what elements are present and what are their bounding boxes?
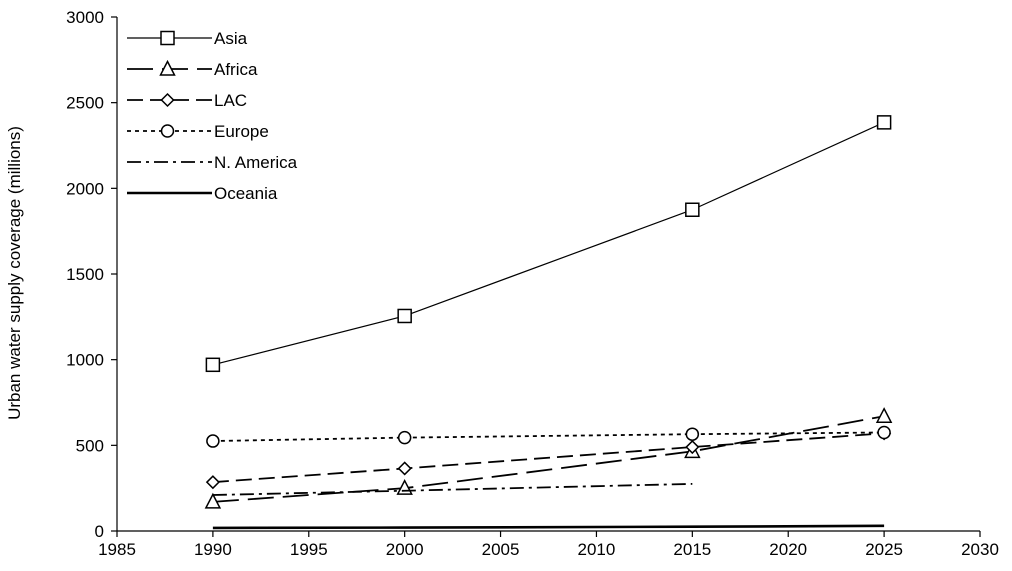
series-lac: [205, 426, 892, 490]
x-tick-label: 2010: [578, 540, 616, 559]
data-point-africa: [875, 407, 893, 423]
data-point-europe: [877, 425, 891, 440]
series-africa: [204, 407, 893, 509]
x-tick-label: 2030: [961, 540, 999, 559]
y-tick-label: 3000: [66, 8, 104, 27]
legend-item-lac: LAC: [127, 91, 247, 110]
x-tick-label: 2020: [769, 540, 807, 559]
x-tick-label: 2025: [865, 540, 903, 559]
series-oceania: [212, 524, 885, 530]
legend-label: Africa: [214, 60, 258, 79]
legend-label: N. America: [214, 153, 298, 172]
legend-item-n-america: N. America: [127, 153, 298, 172]
legend-marker: [160, 92, 175, 108]
legend-label: Oceania: [214, 184, 278, 203]
series-line-europe: [212, 431, 885, 442]
data-point-europe: [206, 434, 220, 448]
y-tick-label: 0: [95, 522, 104, 541]
data-point-asia: [876, 115, 892, 130]
x-tick-label: 2000: [386, 540, 424, 559]
series-n-america: [212, 482, 693, 496]
x-tick-label: 1990: [194, 540, 232, 559]
x-tick-label: 1985: [98, 540, 136, 559]
legend-label: Asia: [214, 29, 248, 48]
x-tick-label: 2005: [482, 540, 520, 559]
y-tick-label: 1500: [66, 265, 104, 284]
data-point-lac: [685, 439, 700, 455]
legend: Asia Africa LAC Europe N. America Oceania: [127, 29, 298, 203]
legend-marker: [160, 124, 175, 138]
data-point-africa: [204, 492, 222, 509]
data-point-europe: [685, 427, 700, 441]
data-point-europe: [397, 430, 412, 445]
legend-item-europe: Europe: [127, 122, 269, 141]
y-ticks: 0 500 1000 1500 2000 2500 3000: [66, 8, 117, 541]
data-point-asia: [205, 357, 221, 373]
series-line-africa: [212, 415, 885, 503]
series-line-asia: [212, 121, 885, 366]
legend-marker: [160, 30, 175, 46]
data-point-asia: [397, 308, 412, 324]
series-europe: [206, 425, 891, 448]
data-point-asia: [685, 202, 700, 217]
x-tick-label: 2015: [673, 540, 711, 559]
series-layer: [204, 115, 893, 530]
legend-marker: [159, 59, 176, 76]
x-tick-label: 1995: [290, 540, 328, 559]
y-tick-label: 1000: [66, 351, 104, 370]
series-line-lac: [212, 432, 885, 484]
series-line-oceania: [212, 524, 885, 530]
y-tick-label: 500: [76, 436, 104, 455]
legend-item-asia: Asia: [127, 29, 248, 48]
y-tick-label: 2500: [66, 94, 104, 113]
y-axis-title: Urban water supply coverage (millions): [5, 126, 24, 420]
series-line-n-america: [212, 482, 693, 496]
x-ticks: 1985 1990 1995 2000 2005 2010 2015 2020 2025 2030: [98, 531, 999, 559]
legend-label: LAC: [214, 91, 247, 110]
data-point-lac: [205, 475, 220, 490]
series-asia: [205, 115, 892, 373]
axes: 1985 1990 1995 2000 2005 2010 2015 2020 2025 2030…: [66, 8, 999, 559]
legend-item-oceania: Oceania: [127, 184, 278, 203]
y-tick-label: 2000: [66, 179, 104, 198]
legend-label: Europe: [214, 122, 269, 141]
legend-item-africa: Africa: [127, 59, 258, 79]
data-point-lac: [397, 461, 412, 476]
